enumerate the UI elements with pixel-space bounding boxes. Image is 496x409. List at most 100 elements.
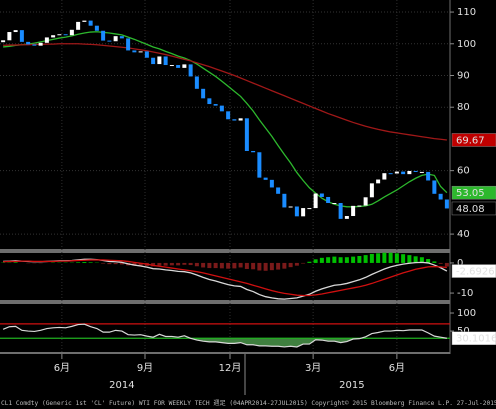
histogram-bar: [13, 262, 18, 263]
histogram-bar: [319, 257, 324, 263]
candle: [407, 170, 412, 175]
candle: [101, 30, 106, 41]
histogram-bar: [157, 262, 162, 266]
candle: [19, 30, 24, 42]
histogram-bar: [388, 252, 393, 263]
candle: [63, 34, 68, 36]
candle: [76, 21, 81, 30]
histogram-bar: [232, 262, 237, 269]
histogram-bar: [413, 256, 418, 263]
x-tick-label: 3月: [305, 362, 321, 374]
histogram-bar: [344, 257, 349, 263]
histogram-bar: [338, 257, 343, 263]
histogram-bar: [332, 256, 337, 263]
x-tick-label: 9月: [137, 362, 153, 374]
histogram-bar: [201, 262, 206, 268]
y-tick-label: 110: [457, 7, 476, 18]
candle: [376, 179, 381, 184]
histogram-bar: [151, 262, 156, 267]
histogram-bar: [419, 257, 424, 263]
line-tag-box: [451, 185, 496, 200]
candle: [88, 20, 93, 26]
histogram-bar: [238, 262, 243, 268]
panel-separator: [0, 352, 450, 354]
macd-line: [3, 259, 447, 297]
candle: [1, 40, 6, 43]
histogram-bar: [132, 262, 137, 266]
candle: [413, 170, 418, 172]
histogram-bar: [163, 262, 168, 266]
histogram-bar: [438, 262, 443, 264]
x-tick-label: 6月: [389, 362, 405, 374]
histogram-bar: [251, 262, 256, 270]
histogram-bar: [76, 262, 81, 263]
candle: [113, 36, 118, 42]
candle: [244, 118, 249, 151]
last-price-tag-box: [451, 201, 496, 216]
y-tick-label: 60: [457, 166, 470, 177]
candle: [294, 206, 299, 217]
candle: [332, 203, 337, 205]
candle: [351, 205, 356, 217]
candle: [226, 111, 231, 120]
candle: [426, 171, 431, 181]
histogram-bar: [401, 254, 406, 263]
histogram-bar: [382, 252, 387, 263]
candle: [401, 171, 406, 175]
histogram-bar: [269, 262, 274, 271]
candle: [176, 65, 181, 68]
x-tick-label: 12月: [219, 362, 242, 374]
candle: [13, 30, 18, 33]
candle: [26, 41, 31, 45]
candle: [326, 196, 331, 204]
year-label: 2014: [109, 380, 134, 391]
candle: [69, 29, 74, 36]
footer: CL1 Comdty (Generic 1st 'CL' Future) WTI…: [1, 399, 496, 407]
candle: [444, 199, 449, 209]
candle: [213, 104, 218, 106]
histogram-bar: [276, 262, 281, 270]
y-tick-label: 100: [457, 308, 476, 319]
histogram-bar: [263, 262, 268, 271]
candle: [194, 76, 199, 89]
candle: [207, 98, 212, 105]
candle: [369, 183, 374, 198]
candle: [201, 88, 206, 99]
candle: [313, 193, 318, 209]
histogram-bar: [288, 262, 293, 268]
histogram-bar: [357, 256, 362, 263]
candle: [301, 208, 306, 217]
histogram-bar: [182, 262, 187, 265]
histogram-bar: [282, 262, 287, 269]
panel-separator: [0, 249, 450, 253]
panel-separator: [0, 300, 450, 304]
candle: [282, 193, 287, 208]
candle: [238, 118, 243, 121]
candle: [94, 25, 99, 31]
candle: [132, 50, 137, 53]
histogram-bar: [107, 262, 112, 265]
y-tick-label: 80: [457, 102, 470, 113]
histogram-bar: [407, 255, 412, 263]
last-price-tag: 48.08: [456, 204, 485, 215]
y-tick-label: 100: [457, 39, 476, 50]
candle: [357, 205, 362, 207]
candle: [144, 51, 149, 58]
line-tag: 69.67: [456, 135, 485, 146]
candle: [32, 44, 37, 46]
y-tick-label: -10: [457, 288, 473, 299]
histogram-bar: [444, 262, 449, 267]
candle: [51, 35, 56, 38]
candle: [232, 119, 237, 121]
candle: [363, 197, 368, 206]
histogram-bar: [176, 262, 181, 266]
histogram-bar: [207, 262, 212, 269]
candle: [44, 37, 49, 43]
y-tick-label: 90: [457, 70, 470, 81]
candle: [219, 105, 224, 112]
candle: [394, 171, 399, 174]
histogram-bar: [226, 262, 231, 269]
series-line: [2, 323, 447, 348]
candle: [338, 203, 343, 219]
